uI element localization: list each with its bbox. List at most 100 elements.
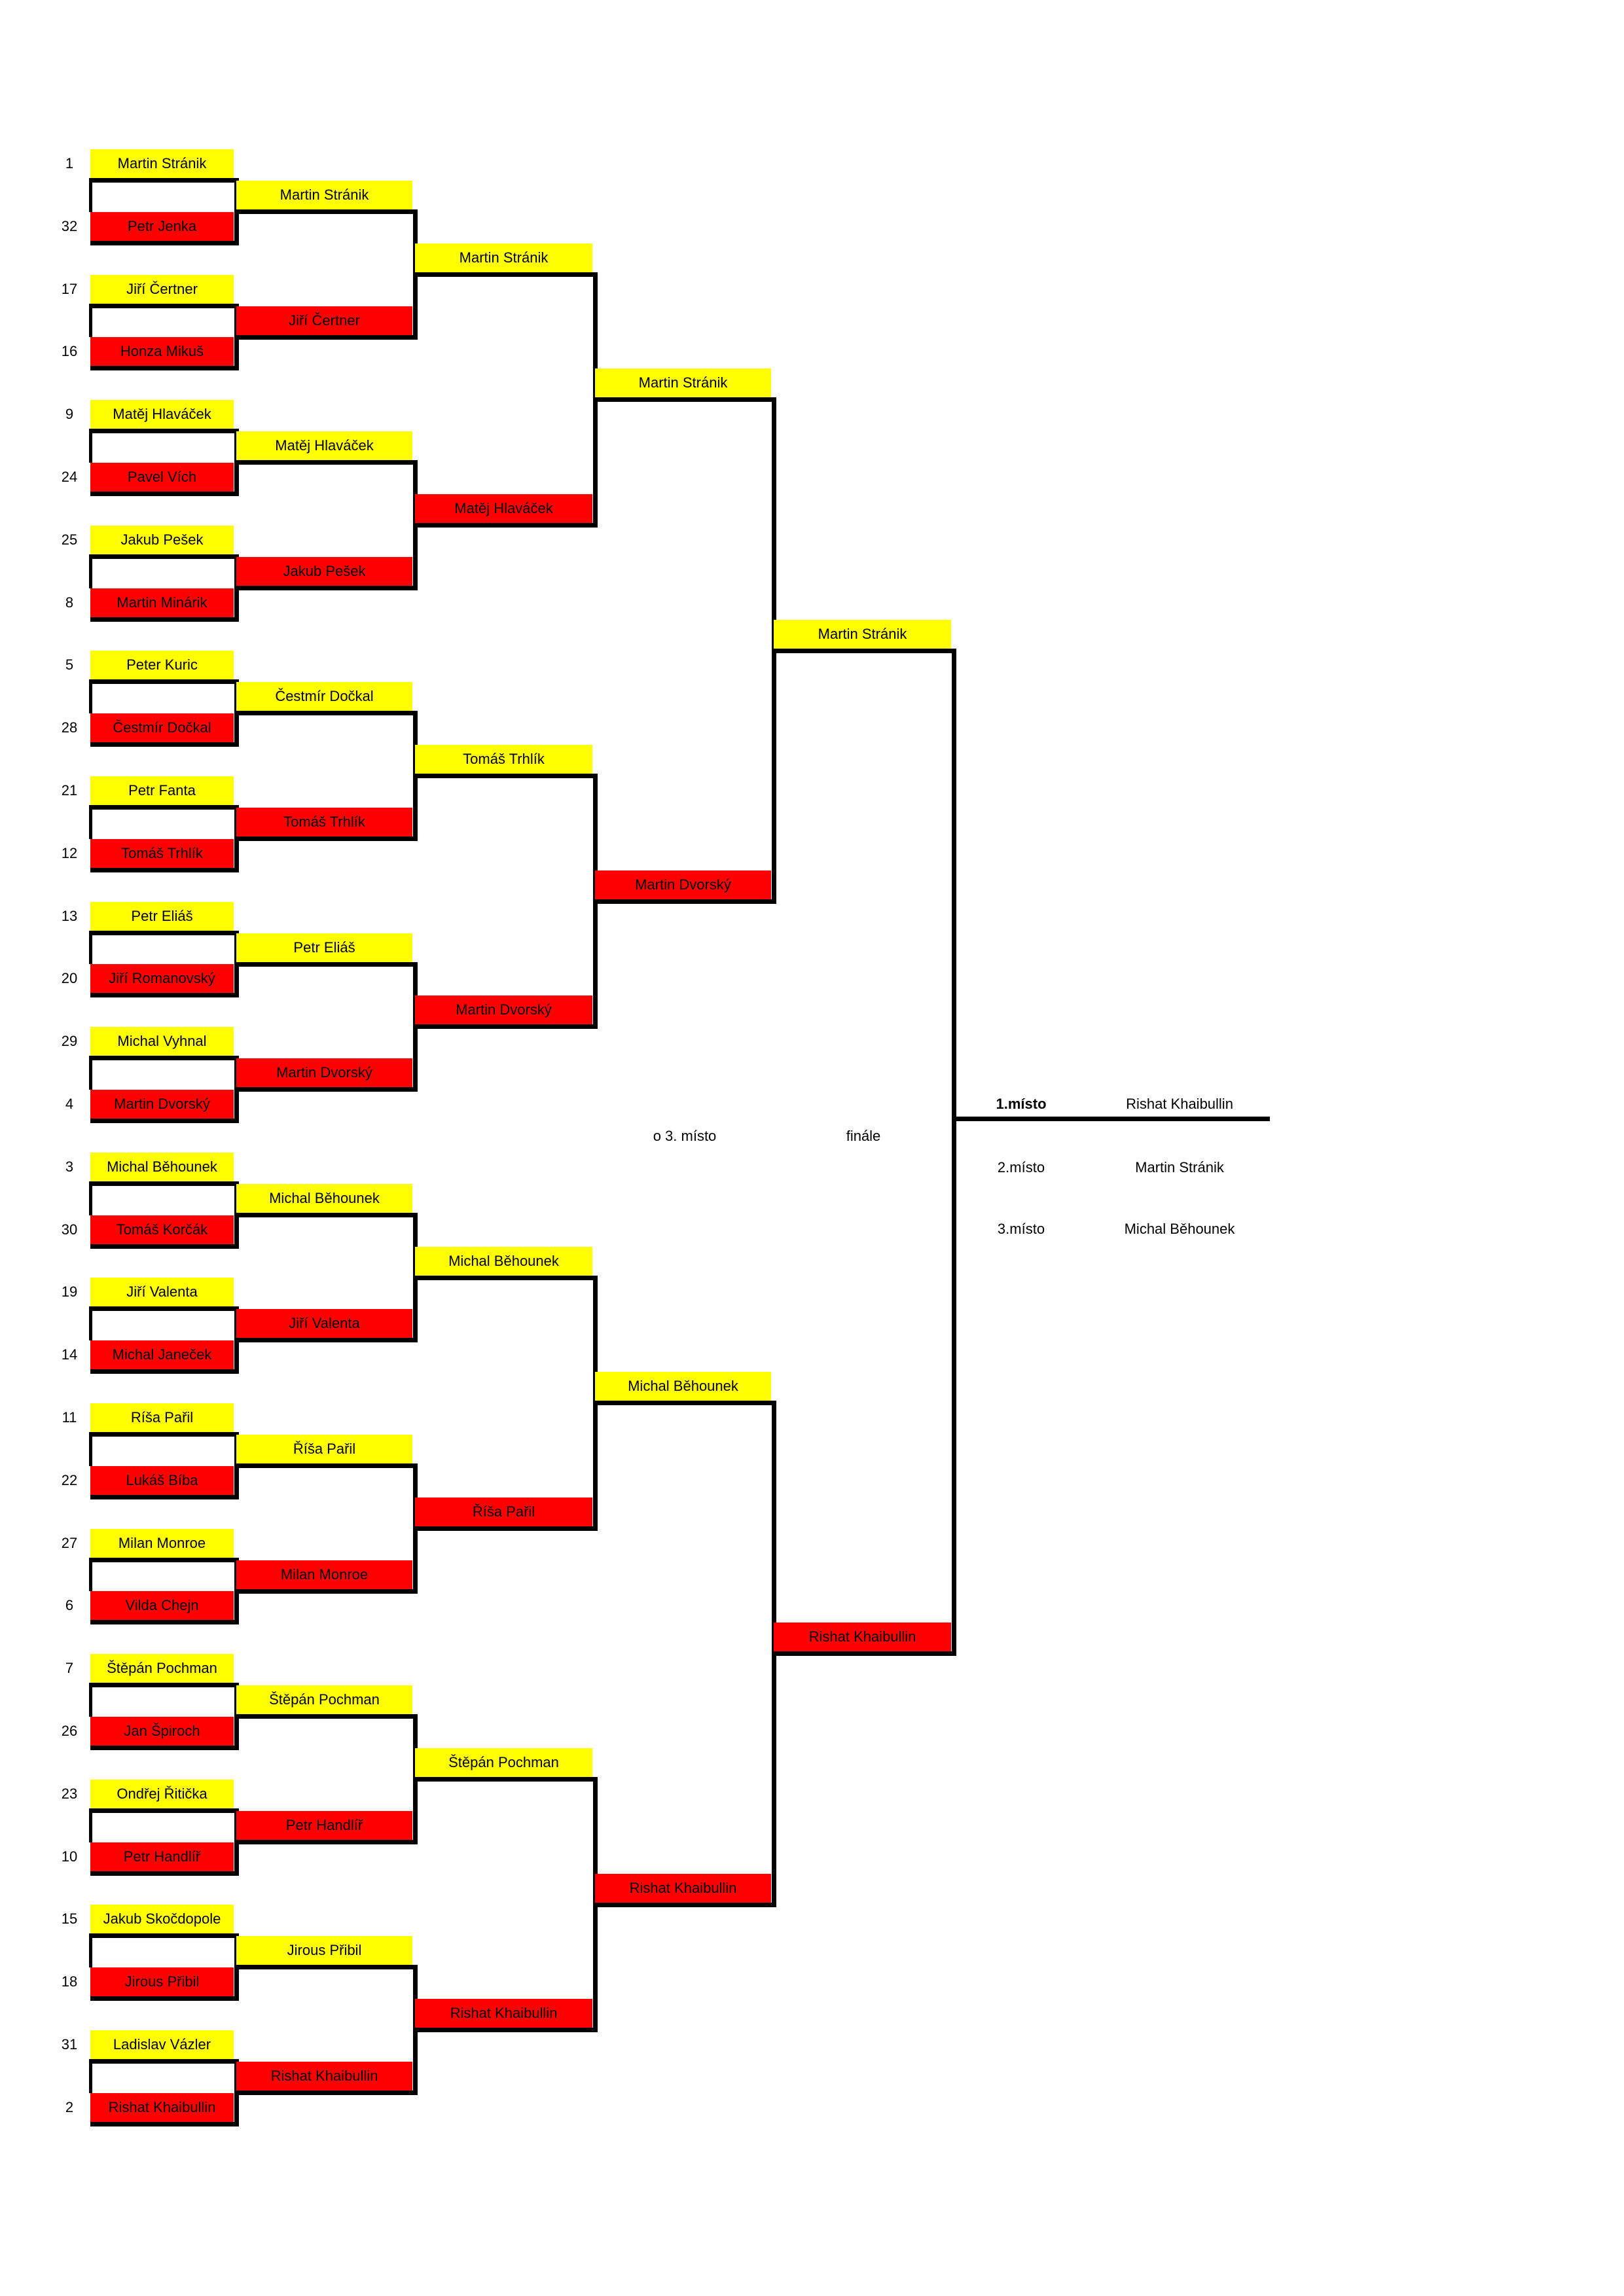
bracket-line-top (595, 1401, 776, 1406)
bracket-line-top (415, 272, 598, 277)
winner-cell-round-2: Matěj Hlaváček (236, 431, 412, 461)
bracket-line-left (89, 1808, 92, 1842)
seed-number: 28 (61, 719, 78, 736)
winner-cell-round-2: Říša Pařil (236, 1434, 412, 1463)
bracket-line-bottom (595, 899, 776, 904)
seed-number: 7 (65, 1660, 74, 1677)
loser-cell-round-2: Martin Dvorský (236, 1058, 412, 1088)
loser-cell-round-2: Rishat Khaibullin (236, 2061, 412, 2090)
bracket-line-left (89, 679, 92, 714)
seed-number: 32 (61, 217, 78, 234)
loser-cell-round-2: Milan Monroe (236, 1560, 412, 1589)
bracket-line-left (89, 1306, 92, 1341)
bracket-line-bottom (236, 836, 418, 841)
winner-cell-round-1: Matěj Hlaváček (90, 400, 234, 429)
bracket-line-top (90, 554, 239, 559)
bracket-line-bottom (90, 867, 239, 872)
loser-cell-round-3: Říša Pařil (415, 1497, 592, 1526)
seed-number: 10 (61, 1848, 78, 1865)
seed-number: 19 (61, 1283, 78, 1300)
seed-number: 1 (65, 155, 74, 171)
winner-cell-round-2: Jirous Přibil (236, 1936, 412, 1965)
bracket-line-top (236, 1212, 418, 1217)
loser-cell-round-2: Petr Handlíř (236, 1810, 412, 1840)
seed-number: 29 (61, 1033, 78, 1050)
bracket-line-bottom (236, 334, 418, 340)
bracket-line-bottom (90, 1369, 239, 1374)
seed-number: 12 (61, 844, 78, 861)
bracket-line-top (236, 460, 418, 465)
seed-number: 17 (61, 280, 78, 297)
seed-number: 23 (61, 1785, 78, 1802)
place-1-label: 1.místo (996, 1096, 1047, 1112)
bracket-line-left (89, 303, 92, 338)
seed-number: 18 (61, 1973, 78, 1990)
loser-cell-round-1: Tomáš Korčák (90, 1215, 234, 1244)
bracket-line-top (236, 1714, 418, 1719)
seed-number: 21 (61, 782, 78, 798)
winner-cell-round-1: Petr Eliáš (90, 901, 234, 931)
seed-number: 4 (65, 1096, 74, 1112)
bracket-line-top (90, 303, 239, 308)
bracket-line-bottom (90, 240, 239, 245)
loser-cell-round-4: Rishat Khaibullin (595, 1873, 771, 1903)
bracket-line-top (90, 1056, 239, 1061)
loser-cell-round-1: Rishat Khaibullin (90, 2092, 234, 2122)
winner-cell-round-1: Jiří Valenta (90, 1278, 234, 1307)
loser-cell-round-1: Lukáš Bíba (90, 1465, 234, 1495)
seed-number: 2 (65, 2098, 74, 2115)
loser-cell-round-2: Tomáš Trhlík (236, 807, 412, 836)
bracket-line-top (90, 1557, 239, 1562)
bracket-line-top (415, 1275, 598, 1280)
seed-number: 8 (65, 594, 74, 611)
seed-number: 13 (61, 907, 78, 924)
seed-number: 26 (61, 1723, 78, 1739)
bracket-line-bottom (236, 1338, 418, 1343)
seed-number: 6 (65, 1597, 74, 1614)
bracket-line-bottom (774, 1651, 956, 1657)
winner-cell-round-3: Martin Stránik (415, 243, 592, 272)
loser-cell-round-1: Čestmír Dočkal (90, 713, 234, 743)
winner-cell-round-2: Petr Eliáš (236, 933, 412, 962)
seed-number: 22 (61, 1471, 78, 1488)
bracket-line-bottom (90, 1119, 239, 1123)
winner-cell-round-4: Michal Běhounek (595, 1372, 771, 1401)
bracket-line-top (236, 209, 418, 214)
bracket-line-top (90, 1683, 239, 1688)
seed-number: 27 (61, 1534, 78, 1551)
loser-cell-round-1: Petr Handlíř (90, 1842, 234, 1871)
bracket-line-bottom (90, 1871, 239, 1876)
winner-cell-round-2: Čestmír Dočkal (236, 682, 412, 711)
winner-cell-round-1: Peter Kuric (90, 651, 234, 680)
bracket-line-bottom (90, 742, 239, 747)
loser-cell-round-1: Jan Špiroch (90, 1717, 234, 1746)
bracket-line-top (90, 679, 239, 685)
loser-cell-round-2: Jiří Valenta (236, 1309, 412, 1338)
bracket-line-left (89, 178, 92, 212)
bracket-line-top (595, 397, 776, 403)
bracket-line-bottom (90, 1244, 239, 1249)
seed-number: 11 (62, 1409, 77, 1426)
bracket-line-bottom (90, 2121, 239, 2126)
winner-cell-round-1: Martin Stránik (90, 149, 234, 178)
seed-number: 15 (61, 1910, 78, 1928)
winner-cell-round-1: Štěpán Pochman (90, 1654, 234, 1683)
bracket-line-top (90, 1181, 239, 1186)
loser-cell-round-1: Pavel Vích (90, 463, 234, 492)
loser-cell-round-1: Jirous Přibil (90, 1967, 234, 1997)
bracket-line-top (90, 1306, 239, 1312)
bracket-line-left (89, 2059, 92, 2093)
bracket-line-bottom (90, 617, 239, 622)
loser-cell-round-3: Rishat Khaibullin (415, 1999, 592, 2028)
bracket-line-vertical (951, 648, 956, 1657)
winner-cell-round-1: Ondřej Řitička (90, 1779, 234, 1808)
bracket-line-left (89, 1056, 92, 1090)
bracket-line-top (90, 805, 239, 810)
loser-cell-round-1: Martin Minárik (90, 588, 234, 617)
bracket-line-bottom (90, 492, 239, 496)
loser-cell-round-1: Jiří Romanovský (90, 964, 234, 994)
seed-number: 3 (65, 1158, 74, 1175)
winner-cell-round-1: Jakub Pešek (90, 525, 234, 554)
winner-cell-round-3: Štěpán Pochman (415, 1748, 592, 1777)
winner-cell-round-3: Tomáš Trhlík (415, 745, 592, 774)
